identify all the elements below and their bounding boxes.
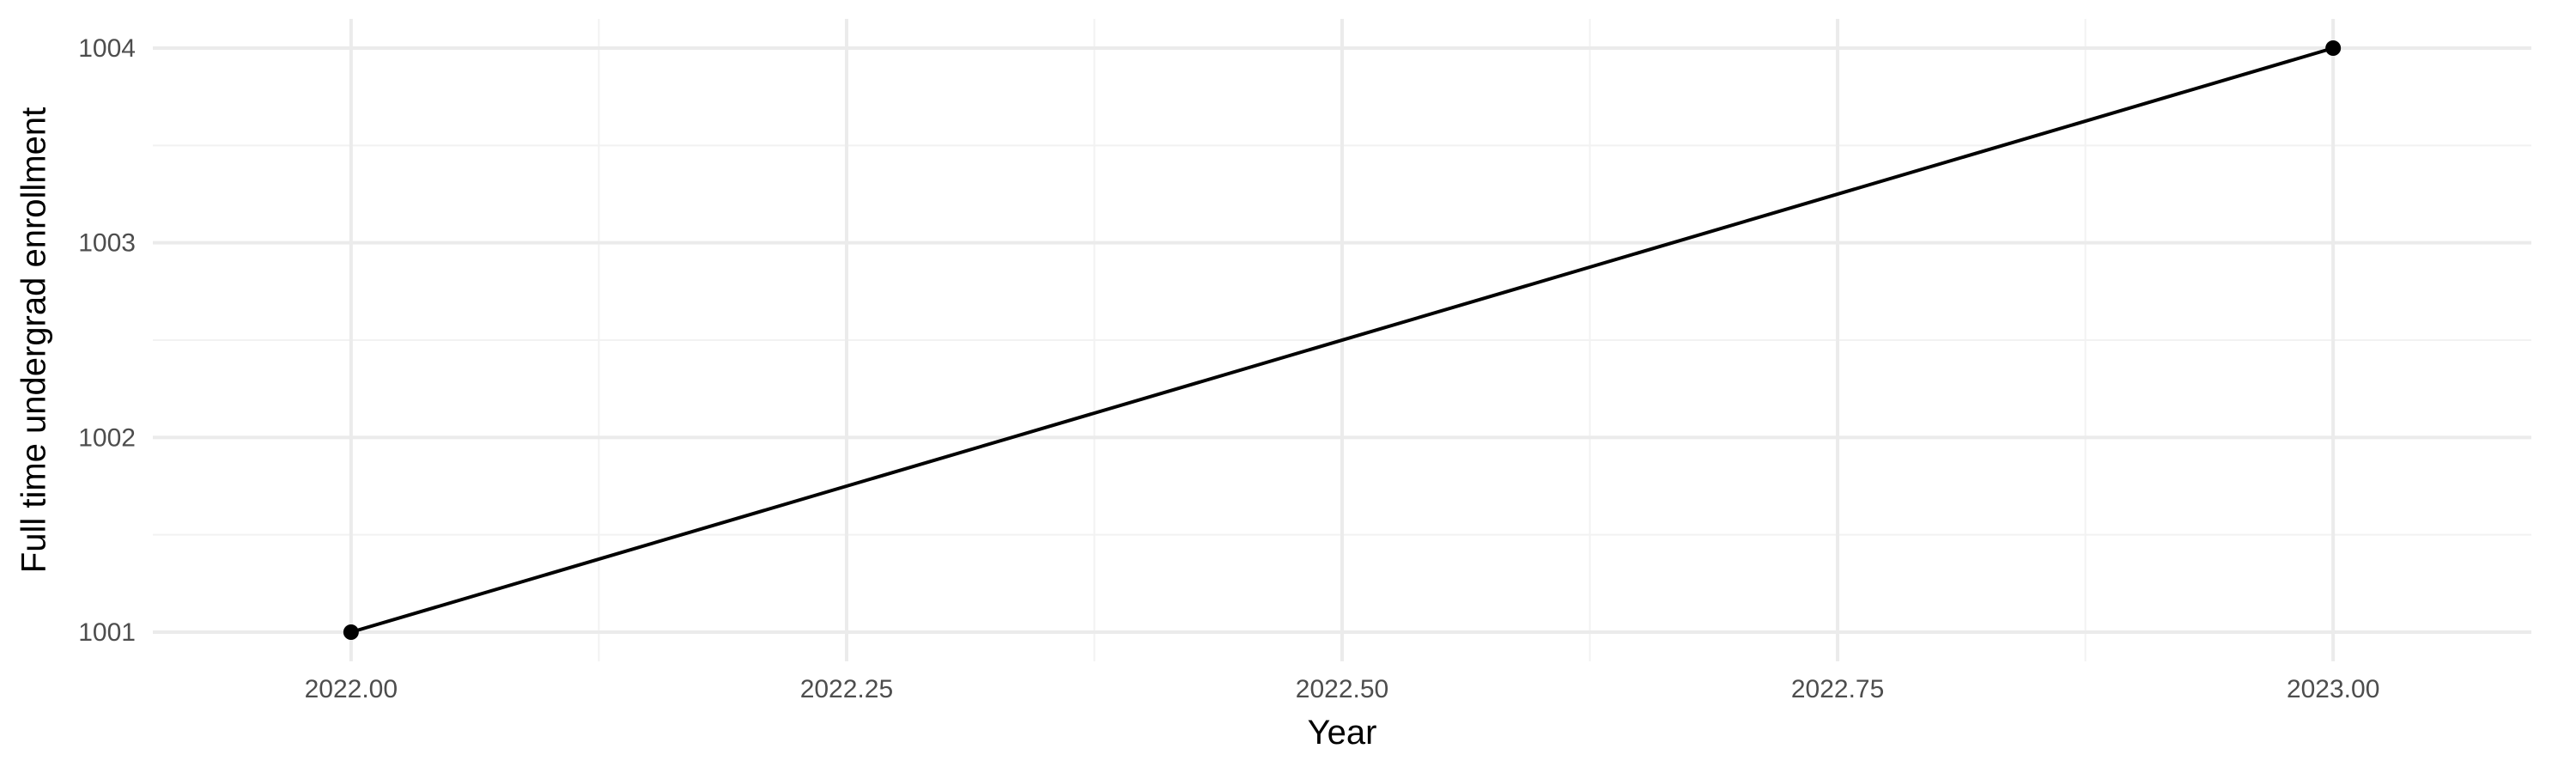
y-tick-label: 1001 — [78, 618, 136, 647]
y-tick-labels: 1001 1002 1003 1004 — [78, 34, 136, 647]
y-tick-label: 1004 — [78, 34, 136, 63]
data-point — [343, 624, 359, 640]
x-tick-label: 2022.00 — [305, 675, 398, 703]
y-axis-title: Full time undergrad enrollment — [15, 107, 53, 573]
y-tick-label: 1003 — [78, 229, 136, 258]
x-tick-label: 2022.50 — [1296, 675, 1388, 703]
data-point — [2325, 40, 2342, 56]
x-tick-label: 2023.00 — [2287, 675, 2379, 703]
series-layer — [343, 40, 2342, 640]
x-axis-title: Year — [1308, 714, 1377, 752]
x-tick-label: 2022.25 — [800, 675, 893, 703]
x-tick-label: 2022.75 — [1791, 675, 1884, 703]
x-tick-labels: 2022.00 2022.25 2022.50 2022.75 2023.00 — [305, 675, 2380, 703]
series-line — [350, 46, 2334, 634]
y-tick-label: 1002 — [78, 423, 136, 452]
